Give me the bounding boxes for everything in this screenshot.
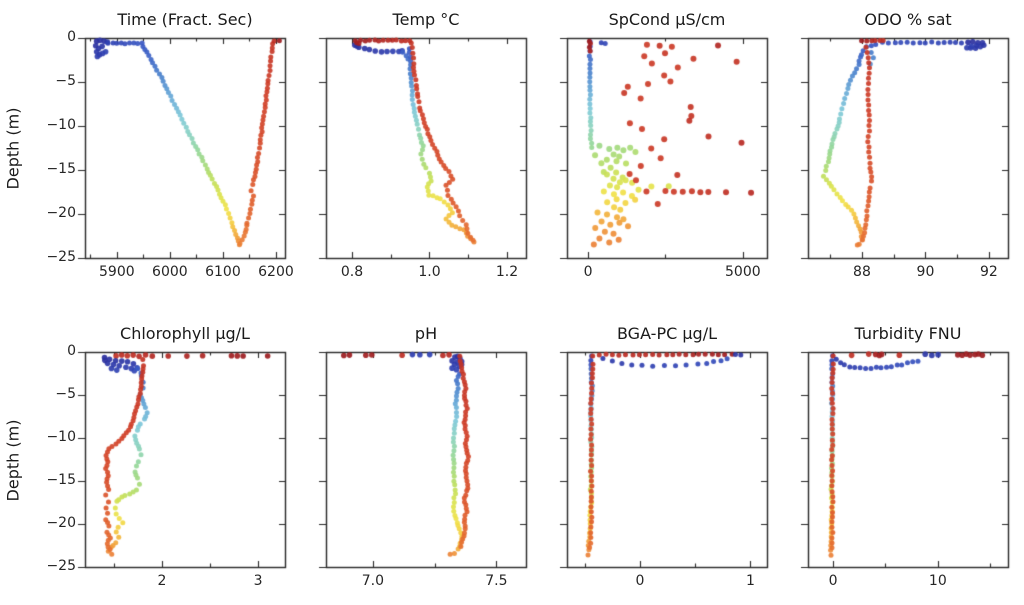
- y-tick-label: 0: [67, 343, 76, 359]
- x-tick-label: 90: [916, 264, 935, 280]
- subplot-title-6: BGA-PC µg/L: [616, 324, 717, 343]
- x-tick-label: 3: [253, 573, 263, 589]
- y-tick-label: −25: [46, 558, 76, 574]
- x-tick-label: 5000: [725, 264, 761, 280]
- y-tick-label: −10: [46, 429, 76, 445]
- x-tick-label: 10: [928, 573, 947, 589]
- x-tick-label: 7.5: [485, 573, 508, 589]
- x-tick-label: 0: [635, 573, 645, 589]
- y-axis-label-text: Depth (m): [3, 419, 23, 501]
- y-tick-label: −20: [46, 515, 76, 531]
- x-tick-label: 6200: [258, 264, 294, 280]
- x-tick-label: 6100: [205, 264, 241, 280]
- x-tick-label: 0: [583, 264, 593, 280]
- subplot-title-0: Time (Fract. Sec): [117, 10, 253, 29]
- x-tick-label: 2: [157, 573, 167, 589]
- x-tick-label: 7.0: [361, 573, 385, 589]
- subplot-title-2: SpCond µS/cm: [608, 10, 726, 29]
- subplot-title-1: Temp °C: [392, 10, 460, 29]
- y-tick-label: −15: [46, 472, 76, 488]
- x-tick-label: 0: [828, 573, 838, 589]
- x-tick-label: 92: [980, 264, 998, 280]
- y-axis-label-row2: Depth (m): [0, 400, 26, 520]
- y-axis-label-row1: Depth (m): [0, 88, 26, 208]
- y-tick-label: 0: [67, 29, 76, 45]
- y-tick-label: −15: [46, 161, 76, 177]
- subplot-title-4: Chlorophyll µg/L: [120, 324, 250, 343]
- x-tick-label: 5900: [99, 264, 135, 280]
- subplot-title-5: pH: [414, 324, 438, 343]
- y-tick-label: −20: [46, 205, 76, 221]
- x-tick-label: 0.8: [340, 264, 364, 280]
- subplot-title-3: ODO % sat: [864, 10, 952, 29]
- y-tick-label: −25: [46, 249, 76, 265]
- x-tick-label: 88: [853, 264, 871, 280]
- x-tick-label: 6000: [152, 264, 188, 280]
- y-axis-label-text: Depth (m): [3, 107, 23, 189]
- y-tick-label: −5: [55, 386, 76, 402]
- y-tick-label: −10: [46, 117, 76, 133]
- subplot-title-7: Turbidity FNU: [854, 324, 962, 343]
- x-tick-label: 1.0: [418, 264, 441, 280]
- y-tick-label: −5: [55, 73, 76, 89]
- x-tick-label: 1.2: [495, 264, 519, 280]
- x-tick-label: 1: [745, 573, 755, 589]
